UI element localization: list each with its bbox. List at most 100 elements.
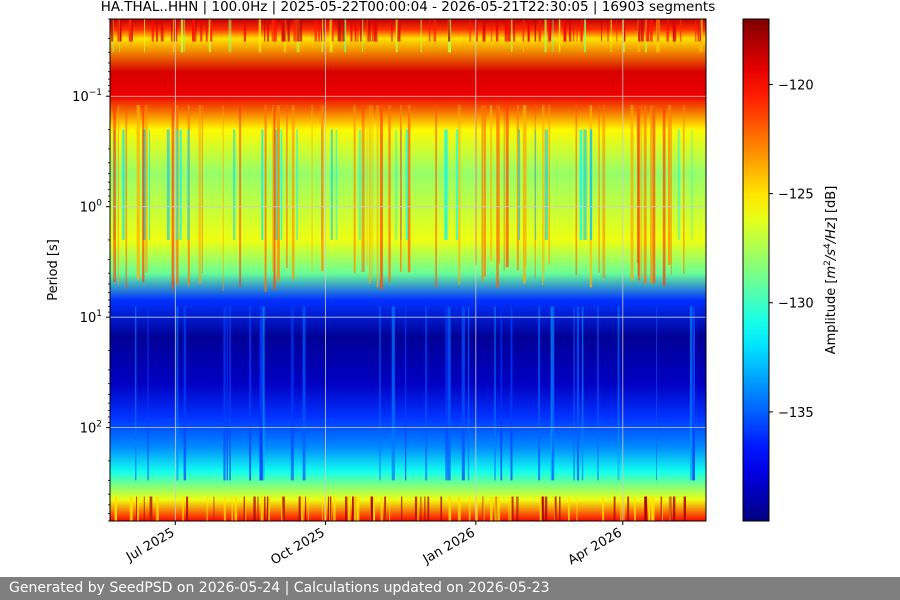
spectrogram-streak xyxy=(507,19,510,42)
spectrogram-streak xyxy=(301,496,304,521)
spectrogram-streak xyxy=(672,19,674,42)
spectrogram-streak xyxy=(496,105,499,288)
spectrogram-streak xyxy=(491,19,493,42)
spectrogram-streak xyxy=(522,105,526,284)
spectrogram-streak xyxy=(610,19,612,53)
spectrogram-streak xyxy=(640,19,644,42)
spectrogram-streak xyxy=(321,496,323,521)
spectrogram-streak xyxy=(630,105,634,280)
spectrogram-streak xyxy=(366,19,368,42)
spectrogram-streak xyxy=(176,306,179,481)
spectrogram-streak xyxy=(296,129,298,240)
spectrogram-streak xyxy=(143,496,145,521)
spectrogram-streak xyxy=(135,306,137,481)
spectrogram-streak xyxy=(222,105,224,291)
spectrogram-streak xyxy=(448,19,451,42)
spectrogram-streak xyxy=(245,496,247,521)
spectrogram-streak xyxy=(516,496,518,521)
spectrogram-streak xyxy=(583,129,587,240)
spectrogram-streak xyxy=(195,19,197,42)
x-tick-label: Jul 2025 xyxy=(123,525,177,565)
spectrogram-streak xyxy=(389,496,390,521)
spectrogram-streak xyxy=(356,496,360,521)
spectrogram-streak xyxy=(509,19,511,42)
spectrogram-streak xyxy=(405,129,409,240)
spectrogram-streak xyxy=(420,496,422,521)
spectrogram-streak xyxy=(155,19,158,42)
spectrogram-streak xyxy=(234,496,238,521)
spectrogram-streak xyxy=(314,19,318,42)
spectrogram-streak xyxy=(647,19,650,42)
spectrogram-streak xyxy=(544,129,548,240)
spectrogram-streak xyxy=(226,306,228,481)
chart-title: HA.THAL..HHN | 100.0Hz | 2025-05-22T00:0… xyxy=(101,0,715,15)
psd-spectrogram-chart: HA.THAL..HHN | 100.0Hz | 2025-05-22T00:0… xyxy=(46,0,839,568)
spectrogram-streak xyxy=(601,19,602,42)
spectrogram-streak xyxy=(677,129,680,240)
spectrogram-streak xyxy=(497,496,501,521)
colorbar-tick-label: −135 xyxy=(778,406,814,421)
spectrogram-streak xyxy=(435,105,437,288)
spectrogram-streak xyxy=(136,105,140,280)
spectrogram-streak xyxy=(293,19,297,42)
spectrogram-streak xyxy=(350,19,353,42)
spectrogram-streak xyxy=(372,19,374,42)
spectrogram-streak xyxy=(541,496,544,521)
spectrogram-streak xyxy=(636,105,639,264)
spectrogram-streak xyxy=(644,496,647,521)
spectrogram-streak xyxy=(345,496,348,521)
spectrogram-streak xyxy=(552,306,555,481)
spectrogram-streak xyxy=(380,105,383,290)
spectrogram-streak xyxy=(120,19,122,42)
spectrogram-streak xyxy=(691,129,693,240)
spectrogram-streak xyxy=(179,129,182,240)
spectrogram-streak xyxy=(264,105,267,292)
spectrogram-streak xyxy=(200,19,203,42)
spectrogram-streak xyxy=(597,306,599,481)
spectrogram-streak xyxy=(320,19,322,42)
spectrogram-streak xyxy=(461,306,465,481)
spectrogram-streak xyxy=(517,496,519,521)
spectrogram-streak xyxy=(131,19,133,42)
spectrogram-streak xyxy=(433,19,437,42)
spectrogram-streak xyxy=(683,496,686,521)
spectrogram-streak xyxy=(652,496,655,521)
spectrogram-streak xyxy=(505,105,509,268)
spectrogram-streak xyxy=(397,19,400,42)
spectrogram-streak xyxy=(549,19,552,42)
spectrogram-streak xyxy=(330,129,333,240)
spectrogram-streak xyxy=(171,19,173,42)
spectrogram-streak xyxy=(291,105,295,280)
spectrogram-streak xyxy=(260,496,264,521)
spectrogram-streak xyxy=(669,496,671,521)
spectrogram-streak xyxy=(652,105,656,284)
spectrogram-streak xyxy=(205,19,208,42)
spectrogram-streak xyxy=(692,306,695,481)
x-tick-label: Apr 2026 xyxy=(566,525,625,568)
spectrogram-streak xyxy=(172,105,175,286)
x-tick-label: Oct 2025 xyxy=(268,525,327,568)
spectrogram-streak xyxy=(672,496,675,521)
spectrogram-streak xyxy=(331,19,334,42)
spectrogram-streak xyxy=(661,496,663,521)
spectrogram-streak xyxy=(380,496,383,521)
spectrogram-streak xyxy=(513,19,516,42)
spectrogram-streak xyxy=(373,496,375,521)
spectrogram-streak xyxy=(366,105,368,266)
spectrogram-streak xyxy=(391,306,395,481)
spectrogram-streak xyxy=(321,19,324,53)
spectrogram-streak xyxy=(510,496,512,521)
spectrogram-streak xyxy=(166,129,170,240)
spectrogram-streak xyxy=(564,19,567,42)
spectrogram-streak xyxy=(683,105,685,275)
spectrogram-streak xyxy=(249,306,252,481)
spectrogram-streak xyxy=(280,129,283,240)
spectrogram-streak xyxy=(534,19,537,42)
spectrogram-streak xyxy=(673,496,676,521)
spectrogram-streak xyxy=(449,496,452,521)
plot-frame xyxy=(109,18,707,522)
spectrogram-streak xyxy=(656,306,657,481)
spectrogram-streak xyxy=(342,19,345,42)
spectrogram-streak xyxy=(274,19,277,42)
spectrogram-streak xyxy=(490,105,493,261)
